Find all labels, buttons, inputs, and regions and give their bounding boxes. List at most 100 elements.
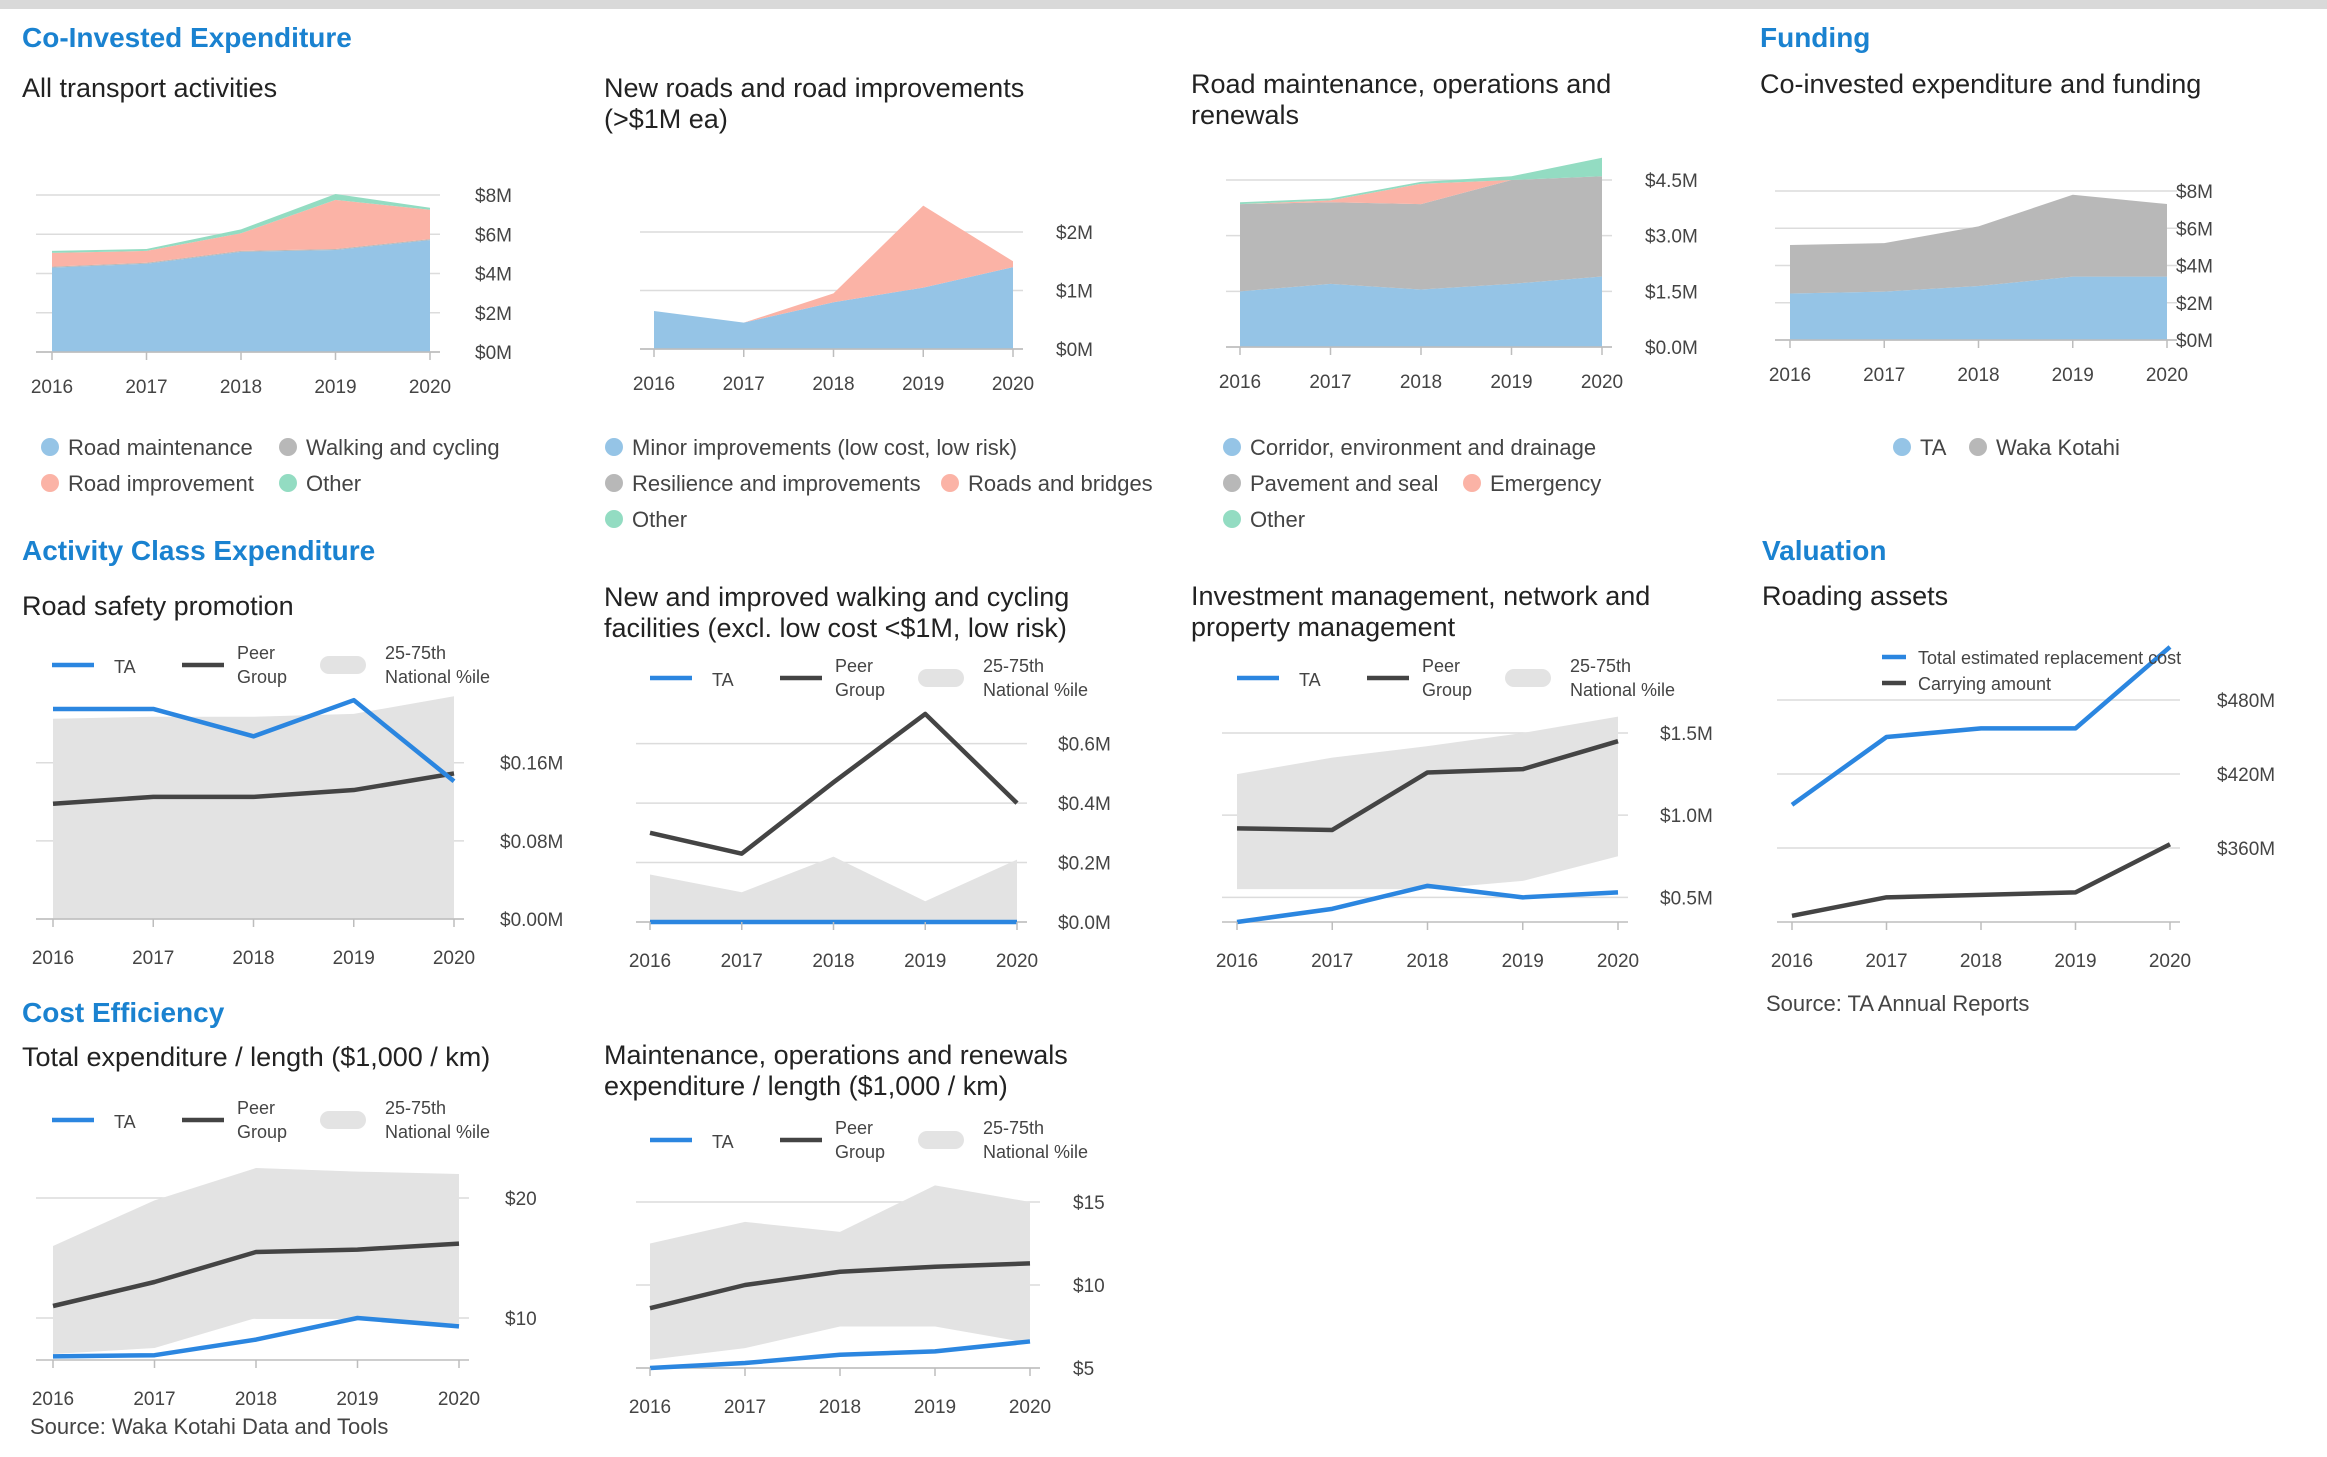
legend-c4: TA Waka Kotahi xyxy=(1893,435,2120,460)
y-tick-label: $4.5M xyxy=(1645,171,1698,192)
legend-label: Minor improvements (low cost, low risk) xyxy=(632,435,1017,460)
line-series-total-estimated-replacement-cost xyxy=(1790,645,2172,807)
legend-band-label-line1: 25-75th xyxy=(385,1098,446,1118)
x-tick-label: 2018 xyxy=(1400,372,1442,393)
legend-band-label-line2: National %ile xyxy=(983,1142,1088,1162)
chart-title-c6-line1: New and improved walking and cycling xyxy=(604,582,1069,612)
x-tick-label: 2018 xyxy=(235,1389,277,1410)
x-tick-label: 2017 xyxy=(723,374,765,395)
chart-title-c7-line2: property management xyxy=(1191,612,1456,642)
legend-band-swatch xyxy=(320,1111,366,1129)
y-tick-label: $1.5M xyxy=(1645,282,1698,303)
legend-peer-label-line2: Group xyxy=(835,680,885,700)
x-tick-label: 2020 xyxy=(1009,1397,1051,1418)
x-tick-label: 2018 xyxy=(1406,951,1448,972)
x-tick-label: 2020 xyxy=(2146,365,2188,386)
x-tick-label: 2019 xyxy=(336,1389,378,1410)
x-tick-label: 2016 xyxy=(1769,365,1811,386)
legend-label: TA xyxy=(1920,435,1947,460)
area-series-minor-improvements-low-cost-low-risk- xyxy=(654,267,1013,349)
x-tick-label: 2016 xyxy=(629,1397,671,1418)
legend-label: Pavement and seal xyxy=(1250,471,1438,496)
x-tick-label: 2016 xyxy=(1771,951,1813,972)
area-series-corridor-environment-and-drainage xyxy=(1240,276,1602,347)
section-heading-activity-class: Activity Class Expenditure xyxy=(22,535,375,566)
legend-dot xyxy=(605,510,623,528)
x-tick-label: 2019 xyxy=(1502,951,1544,972)
y-tick-label: $6M xyxy=(475,225,512,246)
legend-label: Total estimated replacement cost xyxy=(1918,648,2181,668)
section-heading-co-invested: Co-Invested Expenditure xyxy=(22,22,352,53)
legend-label: Road improvement xyxy=(68,471,254,496)
line-series-peer-group xyxy=(649,711,1019,856)
x-tick-label: 2017 xyxy=(1311,951,1353,972)
chart-title-c5: Road safety promotion xyxy=(22,591,294,621)
y-tick-label: $0M xyxy=(2176,331,2213,352)
legend-dot xyxy=(605,474,623,492)
line-series-carrying-amount xyxy=(1791,842,2172,919)
chart-title-c2-line2: (>$1M ea) xyxy=(604,104,728,134)
legend-peer-label-line2: Group xyxy=(237,1122,287,1142)
legend-c6: TA Peer Group 25-75th National %ile xyxy=(650,656,1088,700)
x-tick-label: 2019 xyxy=(1490,372,1532,393)
source-note-valuation: Source: TA Annual Reports xyxy=(1766,991,2029,1016)
area-series-road-maintenance xyxy=(52,240,430,352)
legend-c8: Total estimated replacement cost Carrying… xyxy=(1882,648,2181,694)
x-tick-label: 2019 xyxy=(904,951,946,972)
chart-c1: $0M $2M $4M $6M $8M xyxy=(36,186,512,364)
section-heading-cost-efficiency: Cost Efficiency xyxy=(22,997,225,1028)
x-tick-label: 2017 xyxy=(1309,372,1351,393)
legend-band-swatch xyxy=(320,656,366,674)
legend-c7: TA Peer Group 25-75th National %ile xyxy=(1237,656,1675,700)
source-note-cost-efficiency: Source: Waka Kotahi Data and Tools xyxy=(30,1414,388,1439)
y-tick-label: $1.0M xyxy=(1660,806,1713,827)
x-tick-label: 2016 xyxy=(633,374,675,395)
y-tick-label: $4M xyxy=(2176,257,2213,278)
x-tick-label: 2016 xyxy=(31,377,73,398)
chart-title-c8: Roading assets xyxy=(1762,581,1948,611)
legend-ta-label: TA xyxy=(114,657,136,677)
x-tick-label: 2019 xyxy=(333,948,375,969)
legend-c2: Minor improvements (low cost, low risk) R… xyxy=(605,435,1153,532)
y-tick-label: $360M xyxy=(2217,839,2275,860)
x-tick-label: 2020 xyxy=(433,948,475,969)
legend-label: Carrying amount xyxy=(1918,674,2051,694)
x-tick-label: 2019 xyxy=(914,1397,956,1418)
legend-peer-label-line1: Peer xyxy=(237,1098,275,1118)
x-tick-label: 2019 xyxy=(314,377,356,398)
line-series-peer-group xyxy=(52,1241,460,1309)
legend-c3: Corridor, environment and drainage Paveme… xyxy=(1223,435,1601,532)
legend-band-swatch xyxy=(918,669,964,687)
y-tick-label: $4M xyxy=(475,265,512,286)
x-tick-label: 2017 xyxy=(1865,951,1907,972)
legend-dot xyxy=(1969,438,1987,456)
percentile-band xyxy=(53,696,454,919)
legend-band-label-line2: National %ile xyxy=(385,1122,490,1142)
y-tick-label: $10 xyxy=(505,1309,537,1330)
chart-title-c6-line2: facilities (excl. low cost <$1M, low ris… xyxy=(604,613,1067,643)
percentile-band xyxy=(1237,716,1618,890)
legend-band-swatch xyxy=(1505,669,1551,687)
area-series-emergency xyxy=(1240,176,1602,205)
y-tick-label: $0.0M xyxy=(1645,338,1698,359)
line-series-ta xyxy=(52,1315,460,1359)
x-tick-label: 2020 xyxy=(409,377,451,398)
legend-peer-label-line1: Peer xyxy=(835,656,873,676)
legend-dot xyxy=(605,438,623,456)
x-tick-label: 2018 xyxy=(812,374,854,395)
y-tick-label: $2M xyxy=(1056,223,1093,244)
legend-band-swatch xyxy=(918,1131,964,1149)
chart-c9: $10 $20 xyxy=(36,1168,537,1361)
legend-dot xyxy=(1223,510,1241,528)
y-tick-label: $0M xyxy=(475,343,512,364)
legend-c9: TA Peer Group 25-75th National %ile xyxy=(52,1098,490,1142)
legend-label: Emergency xyxy=(1490,471,1601,496)
x-tick-label: 2017 xyxy=(132,948,174,969)
y-tick-label: $2M xyxy=(475,304,512,325)
legend-dot xyxy=(1223,474,1241,492)
legend-dot xyxy=(279,474,297,492)
x-tick-label: 2020 xyxy=(2149,951,2191,972)
legend-peer-label-line1: Peer xyxy=(1422,656,1460,676)
legend-dot xyxy=(941,474,959,492)
